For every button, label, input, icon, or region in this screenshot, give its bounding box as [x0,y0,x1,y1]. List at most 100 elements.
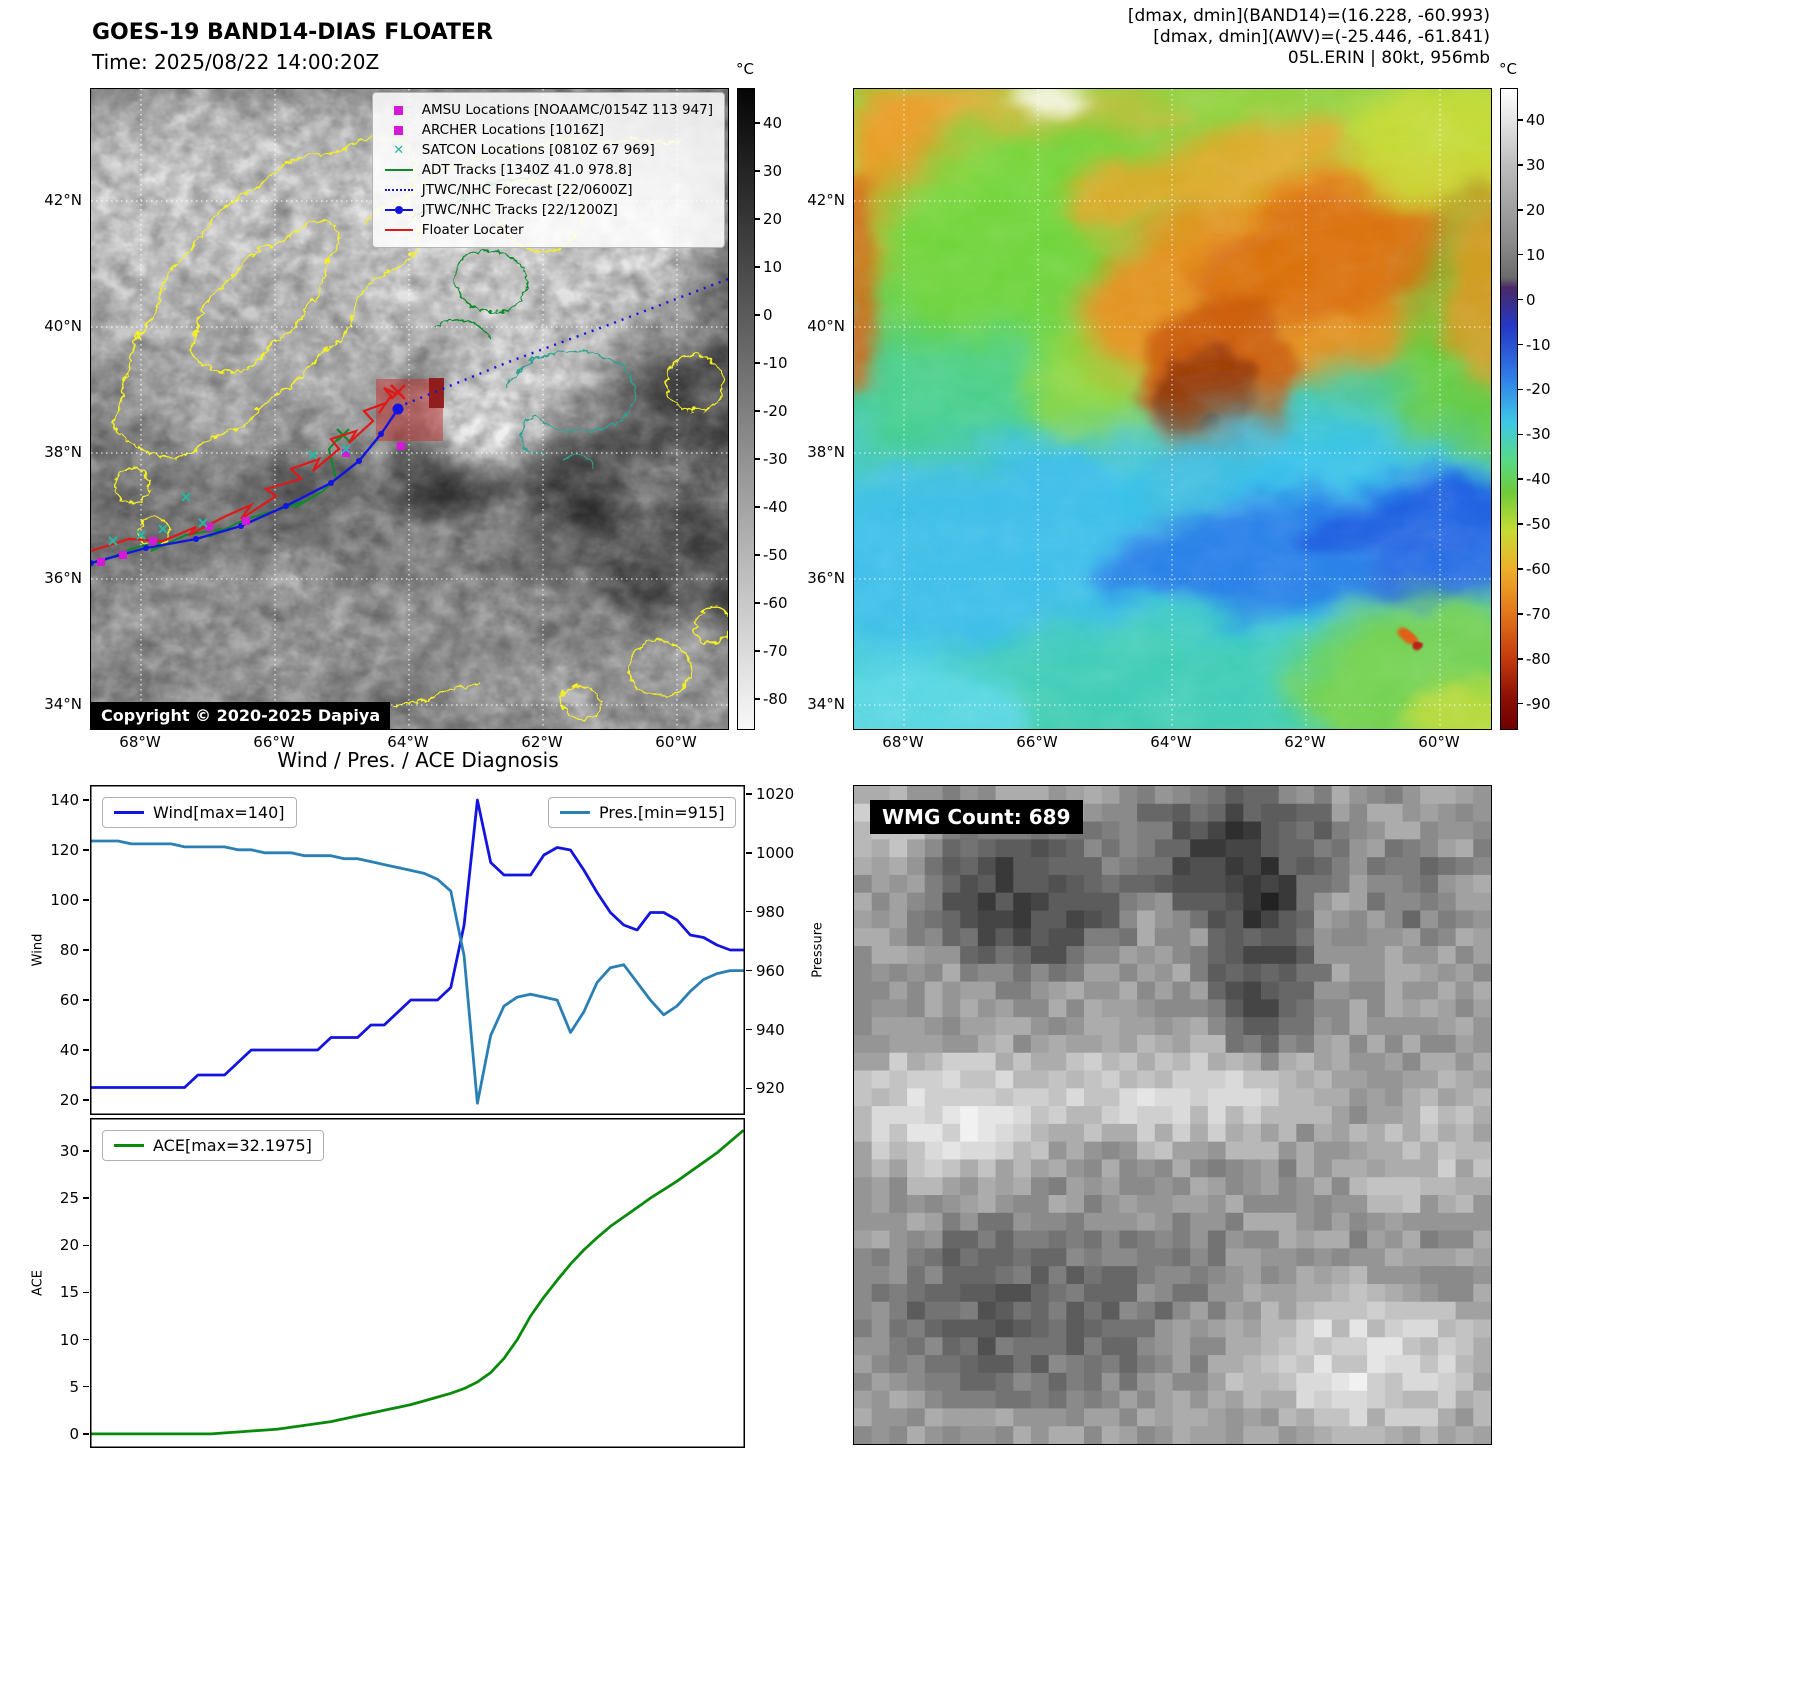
square-magenta-icon [384,123,414,137]
tick-mark [83,799,89,801]
y-tick-label: 100 [50,891,79,909]
tick-mark [83,1197,89,1199]
lon-label: 64°W [1150,733,1192,751]
lat-label: 42°N [44,191,82,209]
lat-label: 38°N [807,443,845,461]
colorbar-tick: 10 [763,258,783,276]
legend-label: ADT Tracks [1340Z 41.0 978.8] [421,162,632,178]
storm-id-intensity: 05L.ERIN | 80kt, 956mb [1287,48,1490,68]
wind-line-sample [114,810,144,815]
line-green-icon [384,163,414,177]
colorbar-tick: -80 [1526,649,1551,668]
y2-tick-label: 960 [756,961,785,980]
colorbar-tick: -50 [1526,515,1551,534]
colorbar-tick: 20 [1526,200,1546,219]
colorbar-band14 [737,88,755,730]
dotted-blue-icon [384,183,414,197]
tick-mark [83,1291,89,1294]
tick-mark [1517,298,1523,301]
y2-tick-label: 920 [756,1079,785,1098]
wind-pressure-chart [90,785,745,1115]
legend-item: JTWC/NHC Tracks [22/1200Z] [384,200,713,220]
tick-mark [746,969,752,972]
y-tick-label: 40 [59,1041,79,1059]
lon-label: 66°W [1016,733,1058,751]
y2-tick-label: 1020 [756,784,795,803]
wind-legend: Wind[max=140] [102,797,297,828]
legend-item: ADT Tracks [1340Z 41.0 978.8] [384,160,713,180]
colorbar-tick: -70 [763,642,788,660]
legend-label: ARCHER Locations [1016Z] [421,122,605,138]
lat-label: 36°N [807,569,845,587]
tick-mark [83,849,89,851]
tick-mark [754,554,760,556]
legend-label: AMSU Locations [NOAAMC/0154Z 113 947] [421,102,713,118]
y-tick-label: 80 [59,941,79,959]
map-legend: AMSU Locations [NOAAMC/0154Z 113 947] ARC… [371,92,725,248]
tick-mark [754,698,760,700]
tick-mark [746,1028,752,1031]
band14-map-panel: AMSU Locations [NOAAMC/0154Z 113 947] ARC… [90,88,729,730]
awv-map-panel [853,88,1492,730]
colorbar-tick: 30 [763,162,783,180]
ace-chart [90,1118,745,1448]
lon-label: 60°W [655,733,697,751]
tick-mark [83,1385,89,1388]
wmg-image [854,786,1491,1444]
diagnostics-header: [dmax, dmin](BAND14)=(16.228, -60.993) [… [853,6,1490,69]
colorbar-tick: 20 [763,210,783,228]
awv-satellite-image [854,89,1491,729]
lat-label: 40°N [44,317,82,335]
y-tick-label: 25 [59,1189,79,1208]
line-dot-blue-icon [384,203,414,217]
lon-label: 62°W [521,733,563,751]
satcon-markers [108,444,351,546]
tick-mark [83,899,89,901]
x-teal-icon: ✕ [393,142,405,158]
colorbar-tick: -60 [1526,560,1551,578]
product-title: GOES-19 BAND14-DIAS FLOATER [92,20,493,45]
legend-label: JTWC/NHC Tracks [22/1200Z] [421,202,618,218]
legend-item: Floater Locater [384,220,713,240]
square-magenta-icon [384,103,414,117]
ace-legend: ACE[max=32.1975] [102,1130,324,1161]
legend-item: ARCHER Locations [1016Z] [384,120,713,140]
pres-line-sample [560,810,590,815]
tick-mark [754,410,760,412]
lat-label: 42°N [807,191,845,209]
colorbar-awv [1500,88,1518,730]
wind-line [91,798,744,1089]
lon-label: 68°W [119,733,161,751]
colorbar-tick: -30 [763,450,788,468]
pres-legend: Pres.[min=915] [548,797,737,828]
tick-mark [1517,164,1523,166]
dmax-dmin-band14: [dmax, dmin](BAND14)=(16.228, -60.993) [1127,6,1490,26]
lat-label: 40°N [807,317,845,335]
colorbar-tick: -60 [763,594,788,612]
wmg-count-label: WMG Count: 689 [870,800,1083,834]
pressure-axis-label: Pressure [810,922,826,978]
tick-mark [83,1150,89,1152]
colorbar-tick: 40 [763,114,783,132]
y-tick-label: 120 [50,841,79,859]
tick-mark [1517,702,1523,705]
pres.-line [91,839,744,1105]
tick-mark [1517,209,1523,211]
y-tick-label: 60 [59,991,79,1009]
y-tick-label: 10 [59,1330,79,1349]
wmg-panel: WMG Count: 689 [853,785,1492,1445]
colorbar-tick: -40 [1526,470,1551,489]
colorbar-tick: -70 [1526,604,1551,623]
lon-label: 62°W [1284,733,1326,751]
colorbar-tick: 30 [1526,155,1546,174]
lon-label: 68°W [882,733,924,751]
tick-mark [83,1244,89,1247]
lat-label: 36°N [44,569,82,587]
y-tick-label: 20 [59,1091,79,1109]
legend-item: JTWC/NHC Forecast [22/0600Z] [384,180,713,200]
tick-mark [754,506,760,508]
y-tick-label: 30 [59,1142,79,1160]
tick-mark [754,602,760,604]
tick-mark [1517,119,1523,121]
tick-mark [1517,568,1523,570]
